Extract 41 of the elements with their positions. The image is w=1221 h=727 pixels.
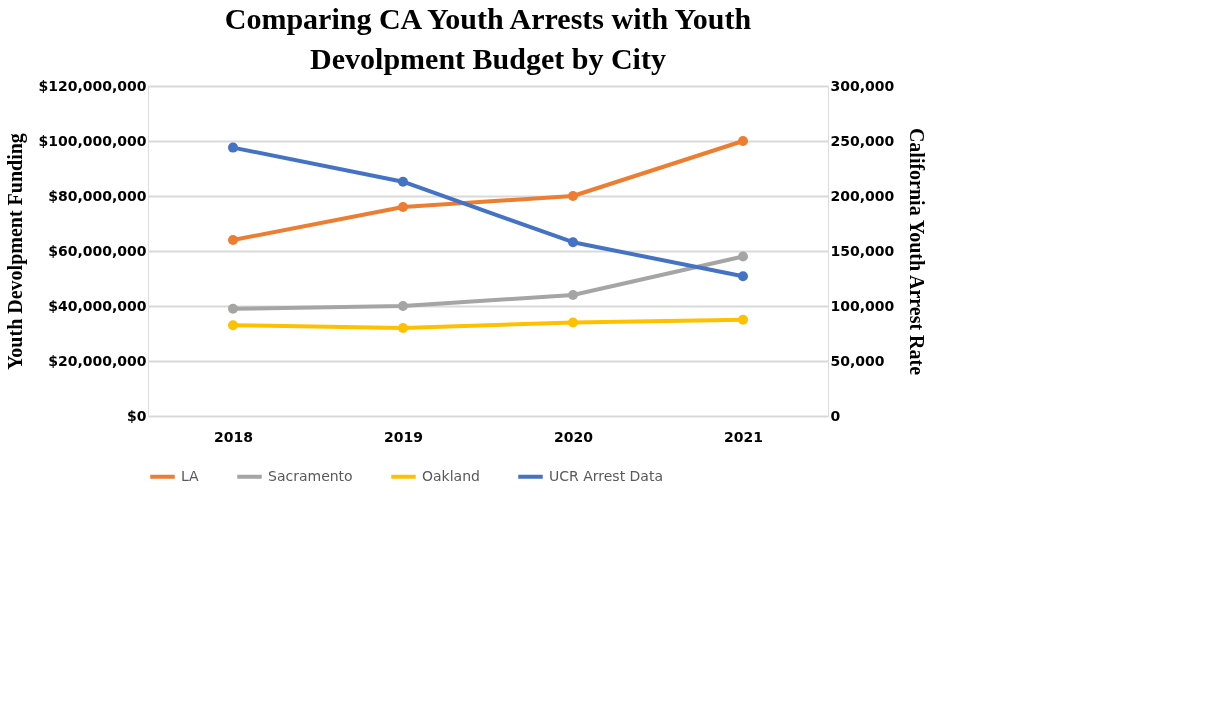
point <box>398 323 408 333</box>
point <box>568 191 578 201</box>
legend-label: LA <box>181 467 200 484</box>
point <box>398 301 408 311</box>
y-tick-label: $60,000,000 <box>48 242 147 259</box>
y-tick-label: $120,000,000 <box>38 77 147 94</box>
legend-label: Sacramento <box>268 467 353 484</box>
point <box>568 237 578 248</box>
y2-tick-label: 50,000 <box>830 352 885 369</box>
y2-tick-label: 250,000 <box>830 132 895 149</box>
legend-label: UCR Arrest Data <box>549 467 664 484</box>
legend-label: Oakland <box>422 467 480 484</box>
point <box>568 317 578 328</box>
chart-title: Comparing CA Youth Arrests with Youth Devolpment Budget by City <box>224 2 752 75</box>
point <box>228 320 238 331</box>
x-tick-label: 2018 <box>214 428 253 445</box>
y2-tick-label: 100,000 <box>830 297 895 314</box>
y-tick-label: $20,000,000 <box>48 352 147 369</box>
y-tick-label: $0 <box>127 407 147 424</box>
point <box>398 202 408 212</box>
x-tick-label: 2020 <box>554 428 594 445</box>
point <box>738 251 748 262</box>
point <box>398 176 408 187</box>
y-tick-label: $40,000,000 <box>48 297 147 314</box>
point <box>738 314 748 325</box>
point <box>738 136 748 146</box>
y2-tick-label: 300,000 <box>830 77 895 94</box>
y2-tick-label: 200,000 <box>830 187 895 204</box>
y2-tick-label: 150,000 <box>830 242 895 259</box>
point <box>228 142 238 153</box>
x-tick-label: 2021 <box>724 428 763 445</box>
x-tick-label: 2019 <box>384 428 423 445</box>
y-tick-label: $80,000,000 <box>48 187 147 204</box>
point <box>738 271 748 282</box>
point <box>228 303 238 314</box>
y-tick-label: $100,000,000 <box>38 132 147 149</box>
point <box>228 235 238 245</box>
point <box>568 290 578 300</box>
y-axis-title: Youth Devolpment Funding <box>4 133 28 370</box>
y2-axis-title: California Youth Arrest Rate <box>906 127 929 376</box>
y2-tick-label: 0 <box>830 407 841 424</box>
